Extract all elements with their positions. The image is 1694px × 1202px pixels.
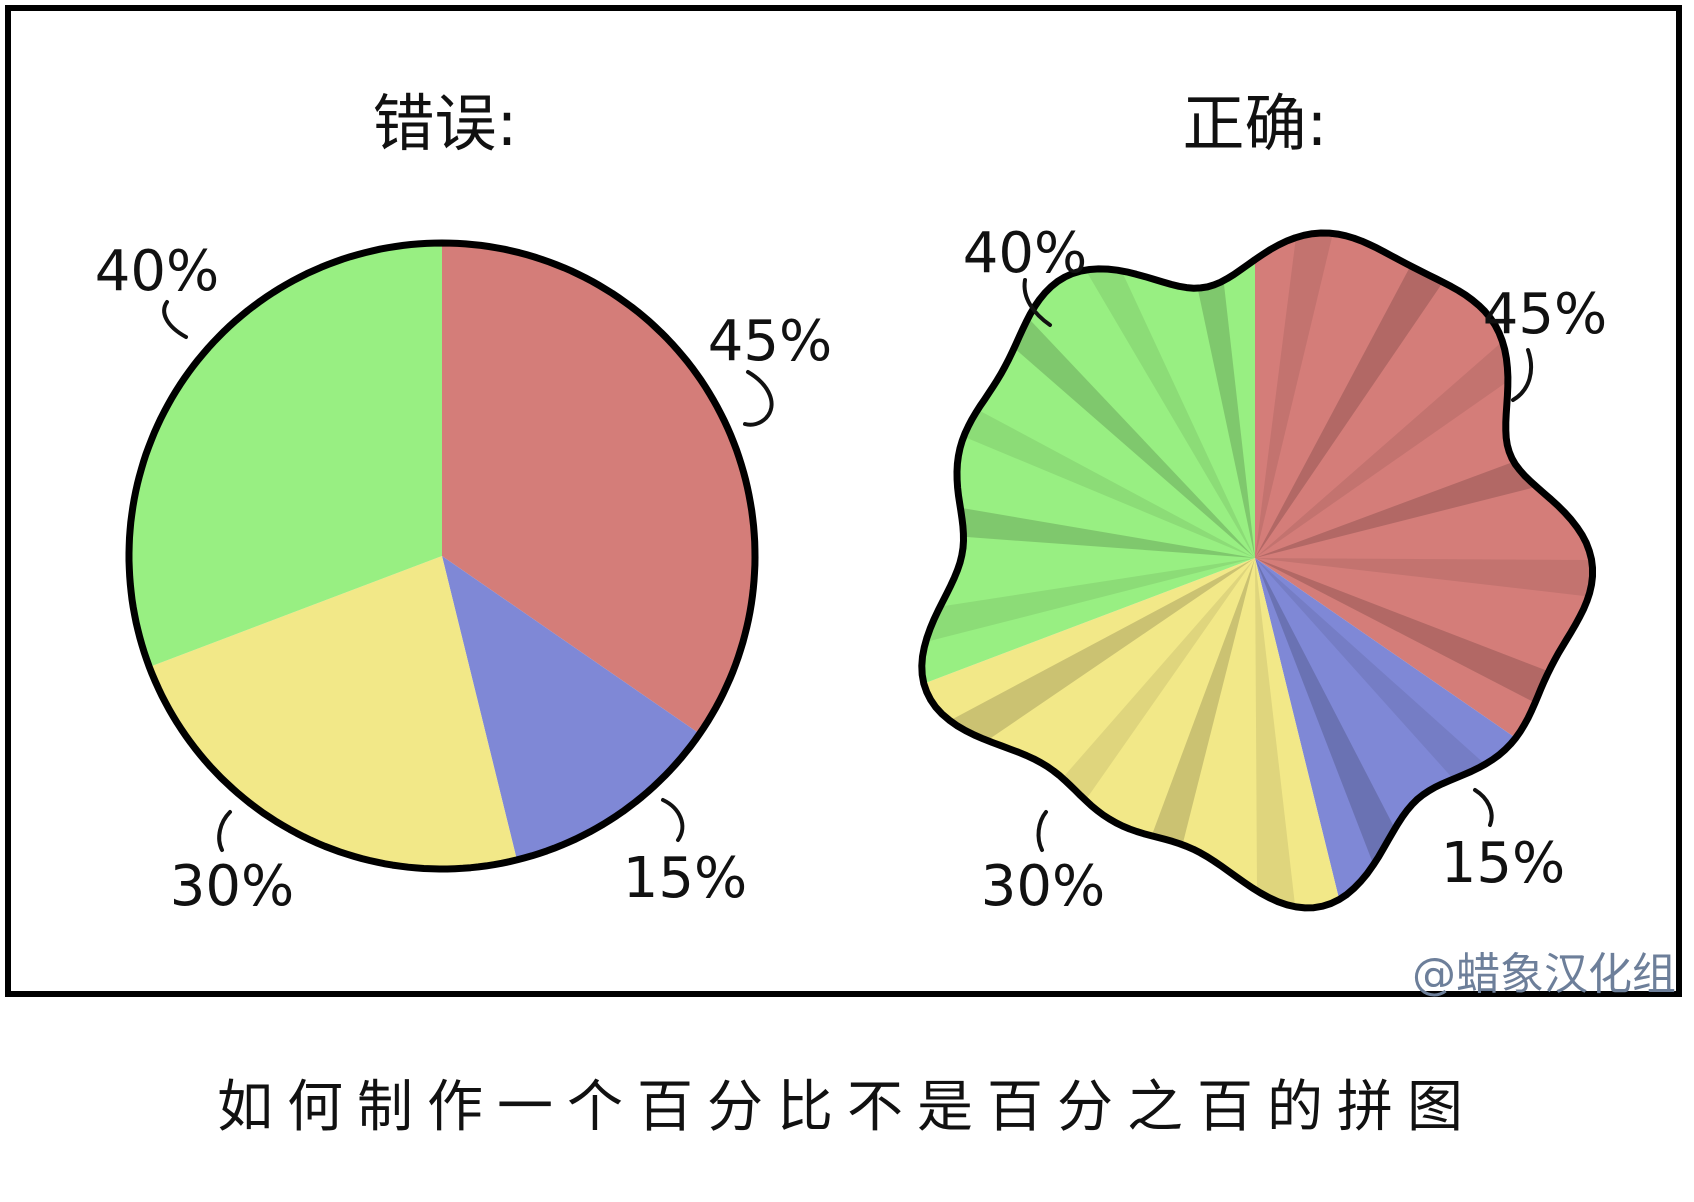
leader-line-30-right bbox=[1036, 810, 1048, 852]
fold-shading bbox=[1255, 461, 1537, 558]
fold-shading bbox=[1255, 341, 1508, 558]
pie-slice-40 bbox=[129, 243, 442, 667]
fold-shading bbox=[949, 558, 1255, 741]
leader-line-45-left bbox=[743, 370, 774, 427]
fold-shading bbox=[1085, 270, 1255, 558]
leader-line-40-left bbox=[162, 300, 188, 339]
pie-slice-15 bbox=[442, 556, 700, 860]
pie-slice-45 bbox=[1255, 233, 1593, 738]
slice-label-40-right: 40% bbox=[963, 221, 1087, 286]
fold-shading bbox=[1255, 558, 1549, 703]
wrong-pie-labels: 45% 15% 30% 40% bbox=[95, 239, 832, 919]
correct-pie-labels: 45% 15% 30% 40% bbox=[963, 221, 1607, 919]
comic-caption: 如何制作一个百分比不是百分之百的拼图 bbox=[217, 1075, 1477, 1140]
fold-shading bbox=[1255, 558, 1296, 907]
wrong-pie-title: 错误: bbox=[373, 87, 518, 160]
pie-slice-45 bbox=[442, 243, 755, 734]
slice-label-45-left: 45% bbox=[708, 309, 832, 374]
slice-label-15-right: 15% bbox=[1441, 831, 1565, 896]
fold-shading bbox=[1255, 558, 1592, 597]
fold-shading bbox=[1062, 558, 1255, 801]
pie-slice-30 bbox=[149, 556, 517, 869]
leader-line-15-left bbox=[661, 798, 685, 842]
slice-label-30-left: 30% bbox=[170, 854, 294, 919]
correct-pie-chart bbox=[918, 229, 1596, 912]
correct-pie-title: 正确: bbox=[1183, 87, 1328, 160]
fold-shading bbox=[960, 507, 1255, 558]
leader-line-30-left bbox=[217, 810, 232, 852]
slice-label-15-left: 15% bbox=[623, 846, 747, 911]
wrong-pie-chart bbox=[125, 239, 759, 873]
credit-watermark: @蜡象汉化组 bbox=[1412, 949, 1676, 1000]
fold-shading bbox=[963, 409, 1255, 558]
fold-shading bbox=[1151, 558, 1255, 845]
slice-label-45-right: 45% bbox=[1483, 282, 1607, 347]
slice-label-40-left: 40% bbox=[95, 239, 219, 304]
leader-line-15-right bbox=[1473, 788, 1494, 827]
fold-shading bbox=[1014, 318, 1255, 558]
leader-line-40-right bbox=[1022, 278, 1052, 327]
fold-shading bbox=[925, 558, 1255, 642]
leader-line-45-right bbox=[1511, 348, 1533, 402]
fold-shading bbox=[1255, 233, 1333, 558]
pie-slice-40 bbox=[921, 259, 1255, 684]
slice-label-30-right: 30% bbox=[981, 854, 1105, 919]
fold-shading bbox=[1255, 558, 1486, 779]
pie-outline bbox=[918, 229, 1596, 912]
pie-slice-15 bbox=[1255, 558, 1516, 900]
fold-shading bbox=[1255, 265, 1443, 558]
pie-slice-30 bbox=[923, 558, 1340, 908]
pie-outline bbox=[125, 239, 759, 873]
fold-shading bbox=[1197, 280, 1255, 558]
fold-shading bbox=[1255, 558, 1395, 865]
